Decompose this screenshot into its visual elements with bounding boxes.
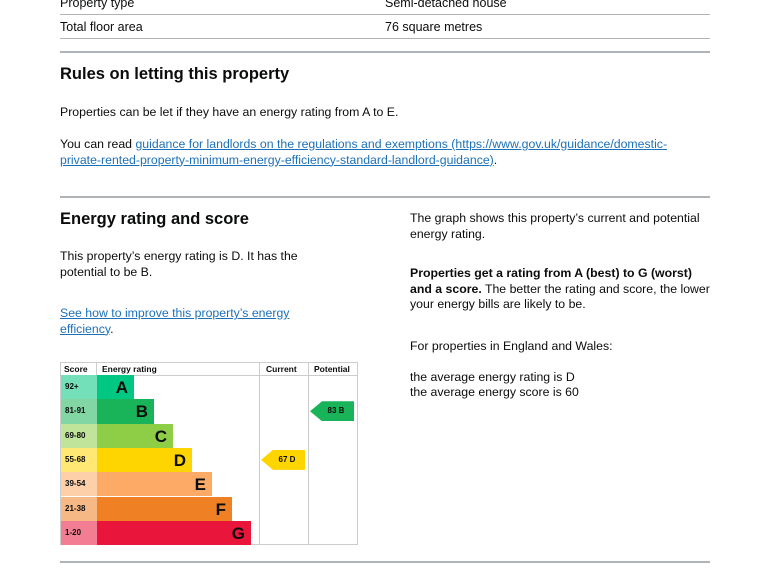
band-bar-b: B — [97, 399, 154, 424]
region-text: For properties in England and Wales: — [410, 339, 613, 353]
band-bar-e: E — [97, 472, 212, 497]
average-rating: the average energy rating is D — [410, 370, 575, 384]
summary-row-property-type: Property type Semi-detached house — [60, 0, 710, 15]
improve-link[interactable]: See how to improve this property’s energ… — [60, 306, 290, 336]
guidance-prefix: You can read — [60, 137, 136, 151]
rating-explanation-bold: Properties get a rating from A (best) to… — [410, 266, 692, 296]
current-rating-arrow: 67 D — [261, 449, 305, 470]
band-bar-f: F — [97, 496, 232, 521]
improve-suffix: . — [110, 321, 114, 336]
band-score-d: 55-68 — [61, 447, 97, 473]
band-score-c: 69-80 — [61, 423, 97, 448]
summary-label: Total floor area — [60, 20, 143, 34]
divider — [96, 363, 97, 375]
band-score-a: 92+ — [61, 375, 97, 400]
summary-value: Semi-detached house — [385, 0, 507, 10]
summary-label: Property type — [60, 0, 135, 10]
guidance-link-text[interactable]: guidance for landlords on the regulation… — [135, 137, 448, 151]
rules-heading: Rules on letting this property — [60, 65, 290, 83]
band-bar-d: D — [97, 447, 192, 473]
rules-text: Properties can be let if they have an en… — [60, 105, 399, 119]
energy-rating-text: This property’s energy rating is D. It h… — [60, 249, 298, 279]
divider — [259, 363, 260, 544]
energy-heading: Energy rating and score — [60, 210, 249, 228]
rating-explanation: Properties get a rating from A (best) to… — [410, 266, 710, 313]
header-current: Current — [266, 364, 297, 374]
divider — [308, 363, 309, 544]
band-score-e: 39-54 — [61, 472, 97, 497]
potential-rating-arrow: 83 B — [310, 401, 354, 422]
band-score-f: 21-38 — [61, 496, 97, 521]
band-bar-c: C — [97, 423, 173, 448]
band-bar-g: G — [97, 520, 251, 546]
summary-value: 76 square metres — [385, 20, 483, 34]
energy-rating-chart: Score Energy rating Current Potential 92… — [60, 362, 358, 546]
band-bar-a: A — [97, 375, 134, 400]
section-divider — [60, 196, 710, 198]
graph-description: The graph shows this property’s current … — [410, 211, 700, 241]
guidance-suffix: . — [493, 152, 498, 167]
average-score: the average energy score is 60 — [410, 385, 579, 399]
band-score-b: 81-91 — [61, 399, 97, 424]
header-score: Score — [64, 364, 88, 374]
divider — [61, 375, 357, 376]
rating-explanation-rest: The better the rating and score, the low… — [410, 281, 710, 312]
guidance-link[interactable]: guidance for landlords on the regulation… — [60, 137, 667, 167]
improve-text: See how to improve this property’s energ… — [60, 306, 320, 337]
band-score-g: 1-20 — [61, 520, 97, 546]
rules-guidance-text: You can read guidance for landlords on t… — [60, 137, 690, 168]
guidance-link-url[interactable]: (https://www.gov.uk/guidance/domestic-pr… — [60, 137, 668, 167]
section-divider — [60, 561, 710, 563]
section-divider — [60, 51, 710, 53]
summary-row-floor-area: Total floor area 76 square metres — [60, 15, 710, 39]
header-energy-rating: Energy rating — [102, 364, 157, 374]
header-potential: Potential — [314, 364, 350, 374]
